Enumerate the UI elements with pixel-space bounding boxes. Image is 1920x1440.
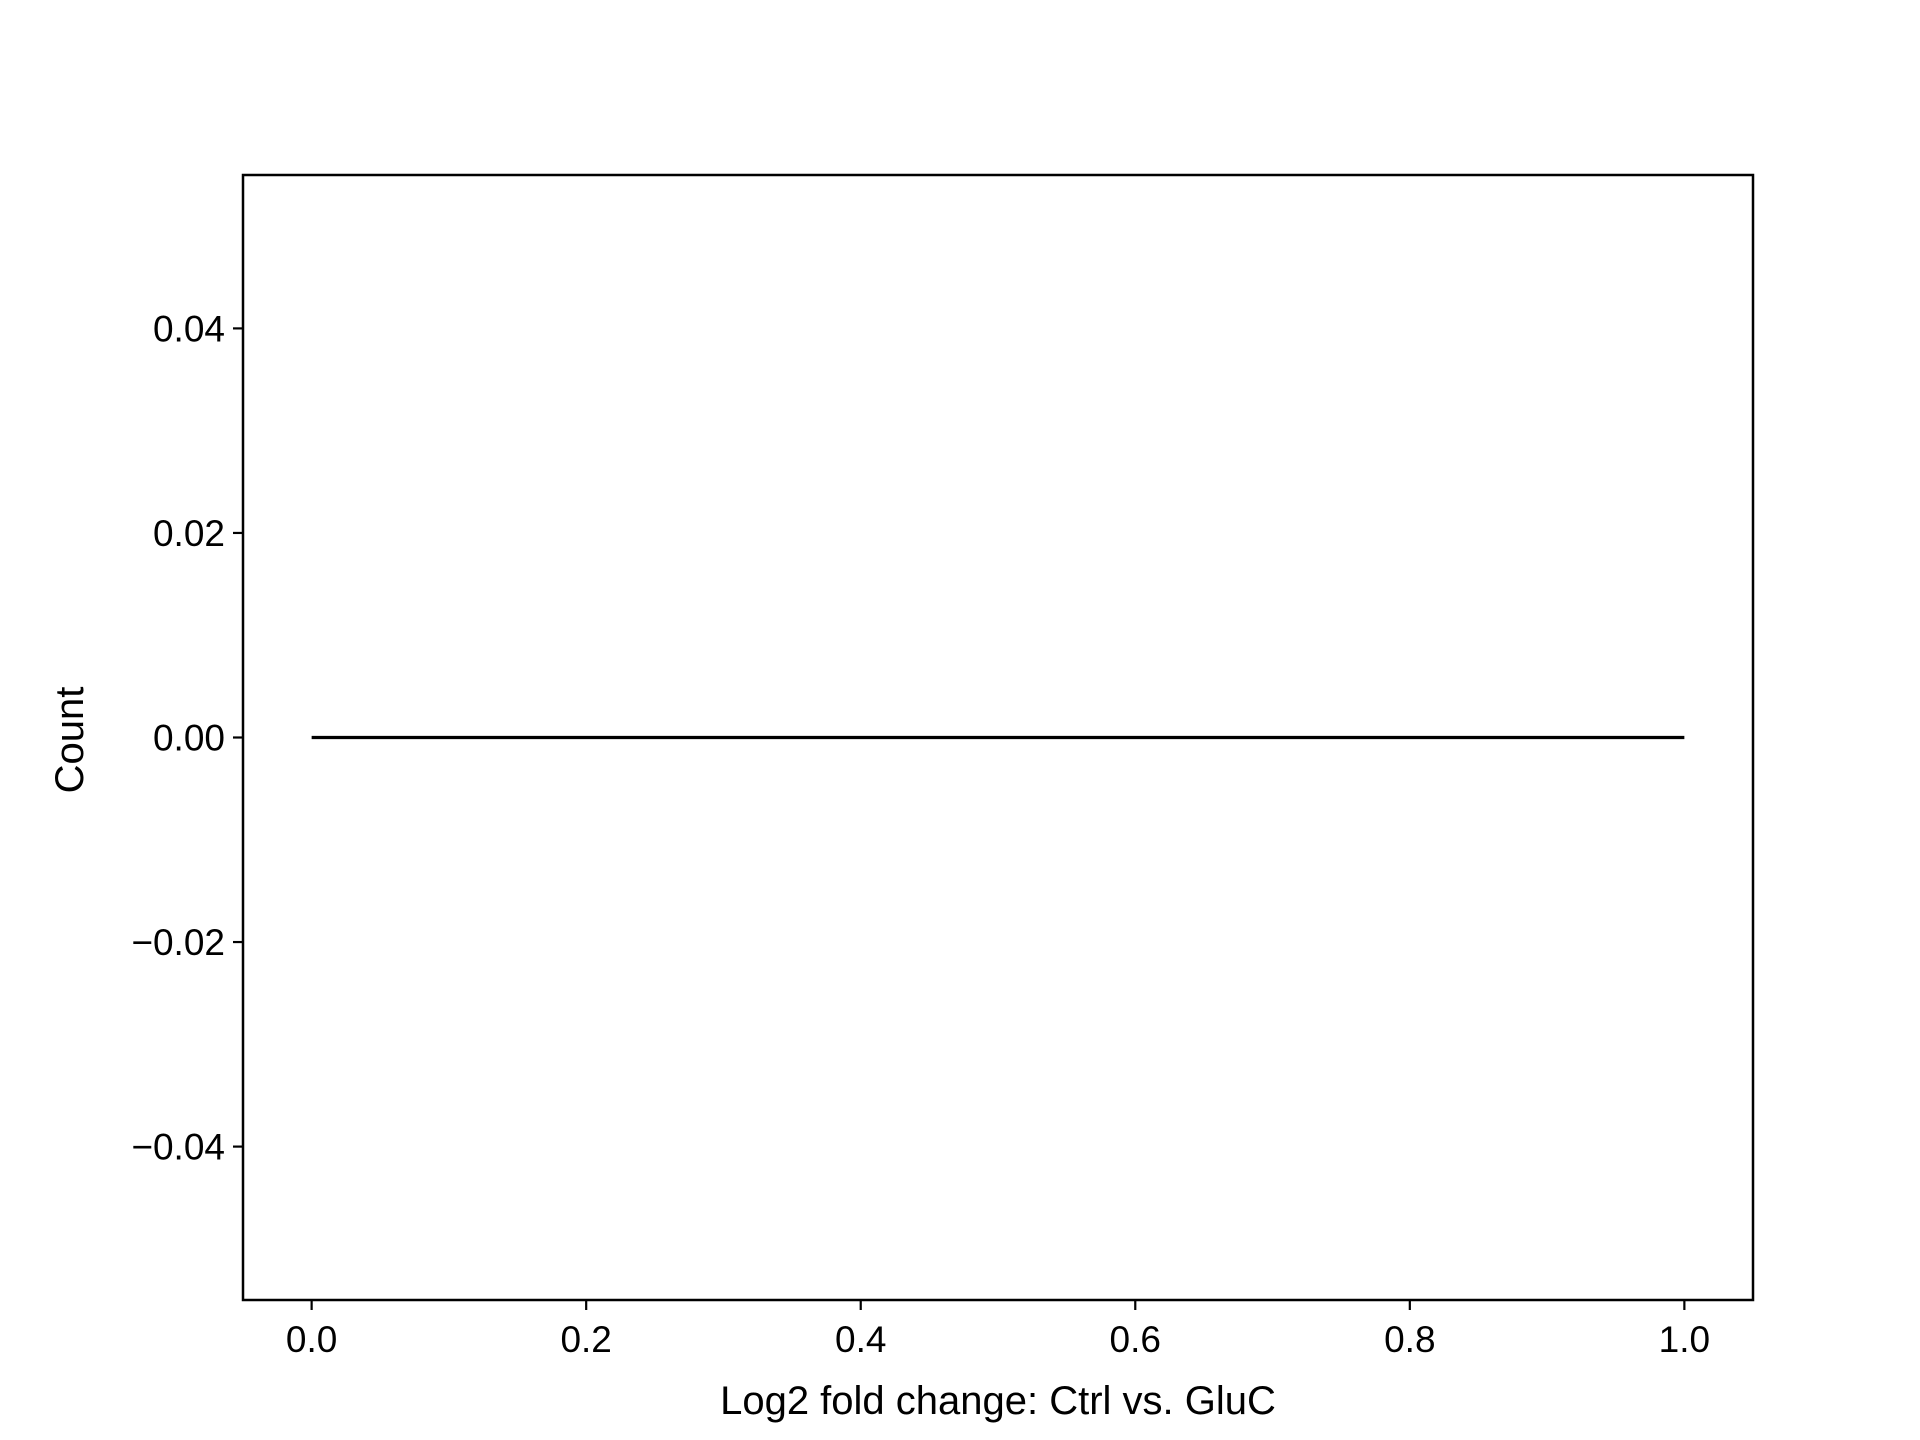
y-tick-label: 0.00: [153, 718, 225, 759]
y-axis-ticks: −0.04 −0.02 0.00 0.02 0.04: [131, 308, 243, 1168]
x-tick-label: 0.8: [1384, 1319, 1435, 1360]
x-axis-ticks: 0.0 0.2 0.4 0.6 0.8 1.0: [286, 1300, 1710, 1360]
x-tick-label: 0.0: [286, 1319, 337, 1360]
y-tick-label: −0.02: [131, 922, 225, 963]
x-tick-label: 0.4: [835, 1319, 886, 1360]
x-axis-label: Log2 fold change: Ctrl vs. GluC: [720, 1379, 1276, 1423]
y-tick-label: 0.02: [153, 513, 225, 554]
x-tick-label: 0.2: [560, 1319, 611, 1360]
x-tick-label: 0.6: [1110, 1319, 1161, 1360]
y-axis-label: Count: [48, 687, 92, 794]
y-tick-label: −0.04: [131, 1127, 225, 1168]
y-tick-label: 0.04: [153, 308, 225, 349]
x-tick-label: 1.0: [1659, 1319, 1710, 1360]
